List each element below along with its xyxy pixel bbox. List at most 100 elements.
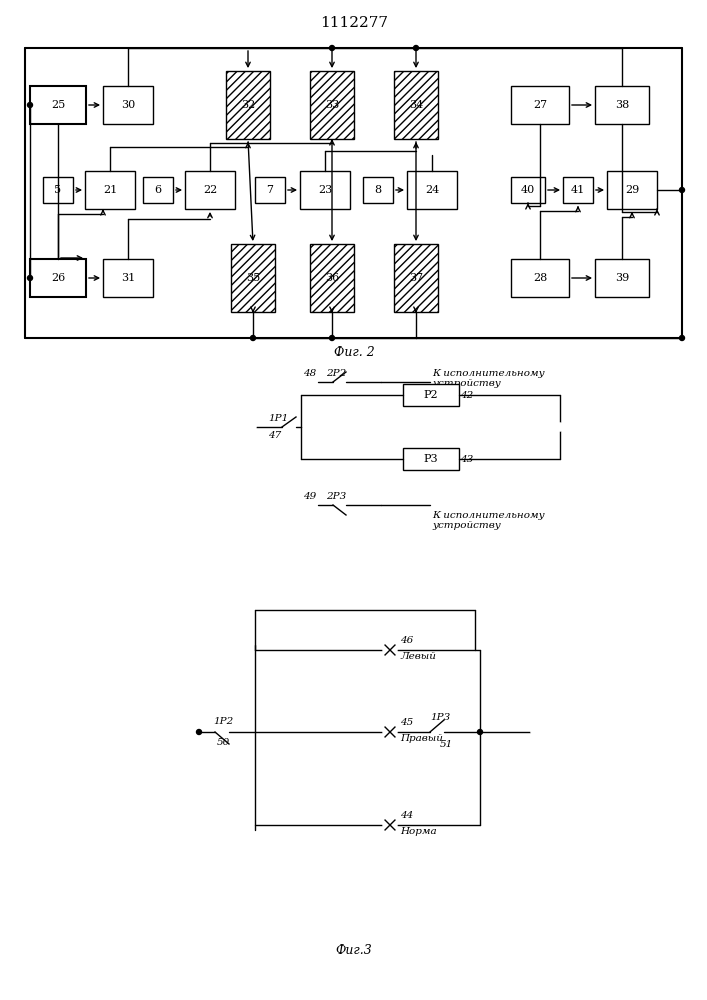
Bar <box>394 71 438 139</box>
Circle shape <box>329 45 334 50</box>
Text: Р3: Р3 <box>423 454 438 464</box>
Bar <box>511 259 569 297</box>
Text: 8: 8 <box>375 185 382 195</box>
Bar <box>103 86 153 124</box>
Bar <box>231 244 275 312</box>
Bar <box>595 86 649 124</box>
Text: устройству: устройству <box>432 522 501 530</box>
Text: 29: 29 <box>625 185 639 195</box>
Text: Норма: Норма <box>400 827 437 836</box>
Text: 1Р2: 1Р2 <box>213 717 233 726</box>
Text: К исполнительному: К исполнительному <box>432 512 544 520</box>
Bar <box>563 177 593 203</box>
Text: 1112277: 1112277 <box>320 16 388 30</box>
Bar <box>310 244 354 312</box>
Text: 34: 34 <box>409 100 423 110</box>
Circle shape <box>28 103 33 107</box>
Bar <box>402 384 459 406</box>
Text: Правый: Правый <box>400 734 443 743</box>
Circle shape <box>383 643 397 657</box>
Text: 25: 25 <box>51 100 65 110</box>
Text: 46: 46 <box>400 636 414 645</box>
Bar <box>511 177 545 203</box>
Bar <box>394 244 438 312</box>
Text: 40: 40 <box>521 185 535 195</box>
Circle shape <box>28 275 33 280</box>
Bar <box>300 171 350 209</box>
Text: Фиг.3: Фиг.3 <box>336 944 373 956</box>
Text: 36: 36 <box>325 273 339 283</box>
Text: 35: 35 <box>246 273 260 283</box>
Text: Фиг. 2: Фиг. 2 <box>334 347 375 360</box>
Circle shape <box>414 45 419 50</box>
Bar <box>310 244 354 312</box>
Bar <box>310 71 354 139</box>
Circle shape <box>191 728 199 736</box>
Bar <box>595 259 649 297</box>
Bar <box>30 259 86 297</box>
Text: 45: 45 <box>400 718 414 727</box>
Text: 48: 48 <box>303 369 316 378</box>
Text: К исполнительному: К исполнительному <box>432 368 544 377</box>
Circle shape <box>197 730 201 734</box>
Circle shape <box>329 336 334 340</box>
Bar <box>231 244 275 312</box>
Text: 28: 28 <box>533 273 547 283</box>
Circle shape <box>679 188 684 192</box>
Circle shape <box>248 423 256 431</box>
Circle shape <box>556 423 564 431</box>
Text: 1Р3: 1Р3 <box>430 713 450 722</box>
Text: 44: 44 <box>400 811 414 820</box>
Bar <box>85 171 135 209</box>
Text: 23: 23 <box>318 185 332 195</box>
Circle shape <box>383 818 397 832</box>
Circle shape <box>477 730 482 734</box>
Text: 26: 26 <box>51 273 65 283</box>
Bar <box>394 71 438 139</box>
Text: 22: 22 <box>203 185 217 195</box>
Bar <box>226 71 270 139</box>
Text: 5: 5 <box>54 185 62 195</box>
Text: 47: 47 <box>268 431 281 440</box>
Text: 31: 31 <box>121 273 135 283</box>
Bar <box>310 71 354 139</box>
Bar <box>43 177 73 203</box>
Text: 42: 42 <box>460 390 474 399</box>
Bar <box>255 177 285 203</box>
Text: 49: 49 <box>303 492 316 501</box>
Text: 30: 30 <box>121 100 135 110</box>
Text: 38: 38 <box>615 100 629 110</box>
Text: 37: 37 <box>409 273 423 283</box>
Bar <box>402 448 459 470</box>
Text: Р2: Р2 <box>423 390 438 400</box>
Text: 50: 50 <box>217 738 230 747</box>
Text: 7: 7 <box>267 185 274 195</box>
Circle shape <box>383 725 397 739</box>
Bar <box>363 177 393 203</box>
Bar <box>226 71 270 139</box>
Text: 51: 51 <box>440 740 453 749</box>
Circle shape <box>250 336 255 340</box>
Bar <box>103 259 153 297</box>
Text: 33: 33 <box>325 100 339 110</box>
Text: 2Р3: 2Р3 <box>326 492 346 501</box>
Text: 21: 21 <box>103 185 117 195</box>
Text: 2Р2: 2Р2 <box>326 369 346 378</box>
Text: Левый: Левый <box>400 652 436 661</box>
Bar <box>394 244 438 312</box>
Circle shape <box>679 336 684 340</box>
Text: 27: 27 <box>533 100 547 110</box>
Text: 43: 43 <box>460 454 474 464</box>
Text: 1Р1: 1Р1 <box>268 414 288 423</box>
Bar <box>607 171 657 209</box>
Bar <box>185 171 235 209</box>
Text: устройству: устройству <box>432 378 501 387</box>
Bar <box>143 177 173 203</box>
Bar <box>407 171 457 209</box>
Text: 24: 24 <box>425 185 439 195</box>
Text: 6: 6 <box>154 185 162 195</box>
Text: 32: 32 <box>241 100 255 110</box>
Circle shape <box>531 728 539 736</box>
Bar <box>30 86 86 124</box>
Text: 39: 39 <box>615 273 629 283</box>
